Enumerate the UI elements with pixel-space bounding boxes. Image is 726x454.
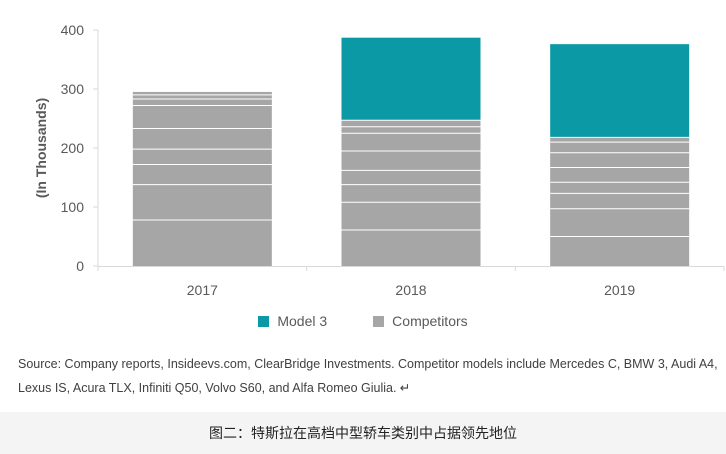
- x-tick-label: 2019: [604, 282, 635, 298]
- y-tick-label: 400: [61, 22, 85, 38]
- figure-caption: 图二：特斯拉在高档中型轿车类别中占据领先地位: [209, 425, 517, 441]
- bar-model-3-2019: [550, 44, 690, 138]
- legend-swatch-competitors: [373, 315, 385, 327]
- stacked-bar-chart: 0 100 200 300 400 2017 2018 2019 (In Thousands…: [33, 22, 725, 298]
- legend-item-model-3: Model 3: [258, 313, 327, 329]
- legend-label-competitors: Competitors: [392, 313, 468, 329]
- bar-competitors-2019: [550, 137, 690, 266]
- source-note: Source: Company reports, Insideevs.com, …: [18, 357, 718, 395]
- y-tick-label: 300: [61, 81, 85, 97]
- legend-item-competitors: Competitors: [373, 313, 468, 329]
- legend-label-model-3: Model 3: [277, 313, 328, 329]
- bar-model-3-2018: [341, 37, 481, 121]
- bar-competitors-2018: [341, 120, 481, 267]
- y-tick-label: 100: [61, 199, 85, 215]
- y-axis-label: (In Thousands): [33, 98, 49, 198]
- x-tick-label: 2017: [187, 282, 218, 298]
- x-tick-label: 2018: [395, 282, 426, 298]
- y-tick-label: 200: [61, 140, 85, 156]
- chart-legend: Model 3 Competitors: [0, 313, 726, 329]
- figure-caption-bar: 图二：特斯拉在高档中型轿车类别中占据领先地位: [0, 412, 726, 454]
- legend-swatch-model-3: [258, 315, 270, 327]
- y-tick-label: 0: [76, 258, 84, 274]
- bar-competitors-2017: [132, 91, 272, 266]
